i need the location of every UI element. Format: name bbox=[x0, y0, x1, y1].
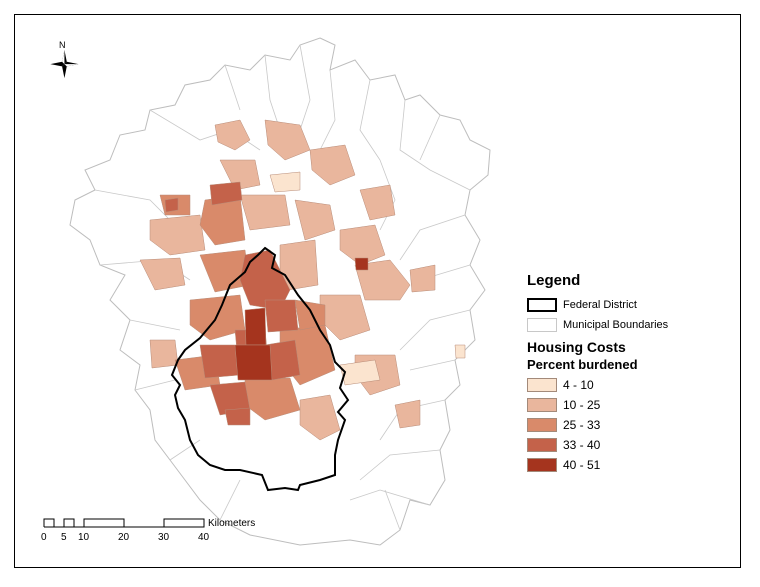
region-25-33 bbox=[189, 294, 246, 341]
scale-tick: 10 bbox=[78, 532, 90, 543]
legend-class-label: 4 - 10 bbox=[563, 378, 594, 392]
legend-class-swatch bbox=[527, 438, 557, 452]
legend-class-label: 33 - 40 bbox=[563, 438, 601, 452]
legend-class-row: 25 - 33 bbox=[527, 415, 727, 435]
region-10-25 bbox=[149, 339, 179, 369]
legend-item-federal-district: Federal District bbox=[527, 295, 727, 315]
legend-class-label: 40 - 51 bbox=[563, 458, 601, 472]
region-10-25 bbox=[359, 184, 396, 221]
region-10-25 bbox=[239, 194, 291, 231]
region-10-25 bbox=[139, 257, 186, 291]
municipal-boundaries-label: Municipal Boundaries bbox=[563, 319, 669, 331]
legend-class-row: 33 - 40 bbox=[527, 435, 727, 455]
percent-burdened-title: Percent burdened bbox=[527, 357, 638, 372]
scale-tick: 0 bbox=[41, 532, 47, 543]
legend-title: Legend bbox=[527, 272, 581, 289]
legend-class-swatch bbox=[527, 398, 557, 412]
legend-class-row: 4 - 10 bbox=[527, 375, 727, 395]
legend-class-row: 40 - 51 bbox=[527, 455, 727, 475]
region-10-25 bbox=[299, 394, 341, 441]
federal-district-swatch bbox=[527, 298, 557, 312]
legend: Legend Federal District Municipal Bounda… bbox=[527, 272, 727, 475]
region-33-40 bbox=[224, 407, 251, 426]
legend-class-swatch bbox=[527, 458, 557, 472]
region-10-25 bbox=[264, 119, 311, 161]
scale-bar-graphic bbox=[43, 518, 205, 528]
scale-bar: Kilometers 0 5 10 20 30 40 bbox=[40, 515, 280, 545]
legend-class-label: 10 - 25 bbox=[563, 398, 601, 412]
legend-class-row: 10 - 25 bbox=[527, 395, 727, 415]
legend-classes: 4 - 10 10 - 25 25 - 33 33 - 40 40 - 51 bbox=[527, 375, 727, 475]
federal-district-label: Federal District bbox=[563, 299, 637, 311]
north-label: N bbox=[59, 40, 66, 50]
region-33-40 bbox=[199, 344, 241, 379]
region-10-25 bbox=[394, 399, 421, 429]
region-4-10 bbox=[454, 344, 466, 359]
region-25-33 bbox=[294, 299, 326, 331]
region-40-51 bbox=[244, 307, 267, 346]
region-10-25 bbox=[294, 199, 336, 241]
scale-unit: Kilometers bbox=[208, 518, 256, 529]
legend-class-swatch bbox=[527, 418, 557, 432]
legend-class-swatch bbox=[527, 378, 557, 392]
region-10-25 bbox=[339, 224, 386, 266]
region-33-40 bbox=[164, 197, 179, 213]
region-10-25 bbox=[309, 144, 356, 186]
burden-polygons bbox=[139, 119, 466, 441]
region-33-40 bbox=[264, 299, 299, 333]
legend-class-label: 25 - 33 bbox=[563, 418, 601, 432]
legend-item-municipal-boundaries: Municipal Boundaries bbox=[527, 315, 727, 335]
region-10-25 bbox=[149, 214, 206, 256]
region-10-25 bbox=[214, 119, 251, 151]
region-40-51 bbox=[234, 344, 273, 381]
municipal-boundaries-swatch bbox=[527, 318, 557, 332]
north-arrow-icon bbox=[50, 50, 79, 79]
region-10-25 bbox=[219, 159, 261, 191]
scale-tick: 30 bbox=[158, 532, 170, 543]
scale-tick: 20 bbox=[118, 532, 130, 543]
region-40-51 bbox=[354, 257, 369, 271]
region-33-40 bbox=[209, 181, 243, 206]
region-10-25 bbox=[409, 264, 436, 293]
region-10-25 bbox=[279, 239, 319, 291]
region-4-10 bbox=[269, 171, 301, 193]
region-10-25 bbox=[354, 259, 411, 301]
federal-district-boundary bbox=[170, 246, 350, 492]
municipal-boundary-lines bbox=[94, 44, 471, 531]
housing-costs-title: Housing Costs bbox=[527, 339, 626, 355]
scale-tick: 40 bbox=[198, 532, 210, 543]
scale-tick: 5 bbox=[61, 532, 67, 543]
